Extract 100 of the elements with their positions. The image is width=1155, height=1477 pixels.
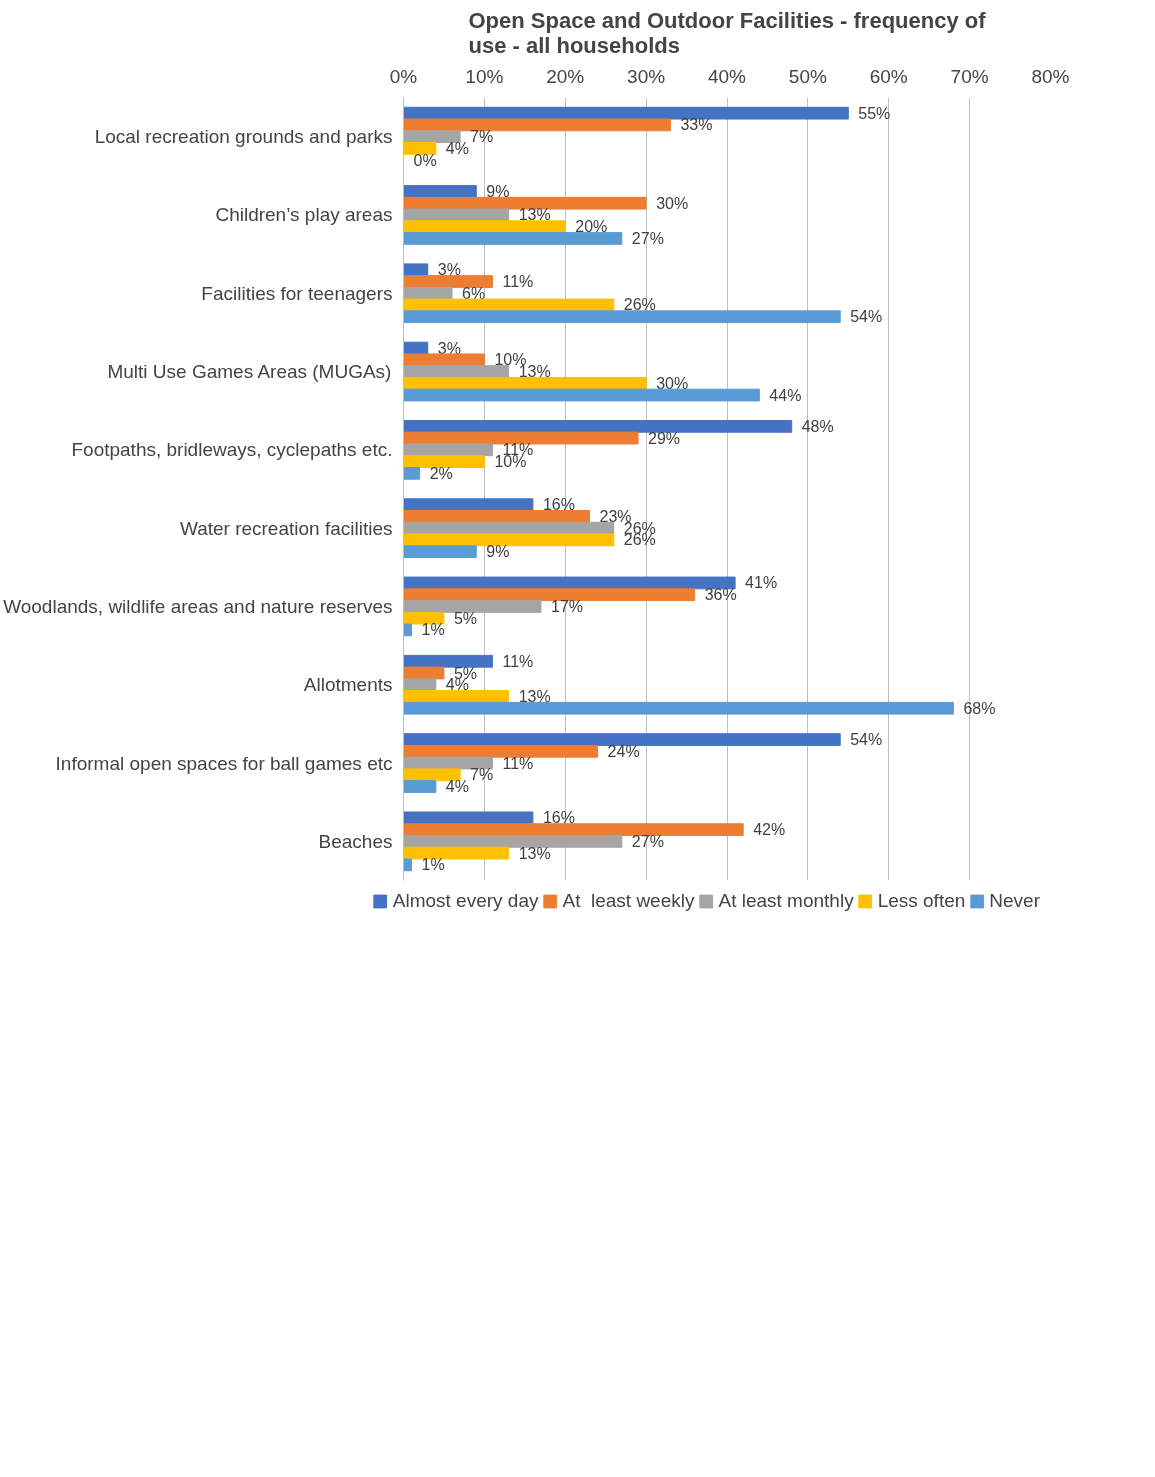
bar [403, 310, 841, 324]
bar [403, 455, 485, 468]
data-label: 0% [413, 151, 437, 169]
bar [403, 823, 744, 836]
bar [403, 185, 477, 198]
bar [403, 780, 437, 793]
legend-label: Never [989, 890, 1040, 912]
legend-label: Less often [877, 890, 966, 912]
y-tick-label: Informal open spaces for ball games etc [55, 752, 393, 774]
y-tick-label: Local recreation grounds and parks [94, 126, 393, 148]
data-label: 36% [704, 586, 737, 604]
bar [403, 365, 510, 378]
data-label: 1% [421, 621, 445, 639]
bar [403, 232, 623, 245]
data-label: 54% [850, 308, 883, 326]
data-label: 13% [518, 844, 551, 862]
y-tick-label: Water recreation facilities [179, 517, 393, 539]
bar [403, 353, 485, 367]
bar [403, 846, 510, 860]
data-label: 5% [453, 609, 478, 627]
bar [403, 576, 736, 590]
data-label: 68% [963, 699, 996, 717]
data-label: 27% [631, 832, 664, 850]
bar [403, 611, 445, 625]
y-tick-label: Woodlands, wildlife areas and nature reserves [3, 595, 393, 617]
data-label: 11% [502, 273, 534, 291]
bar [403, 811, 534, 825]
x-tick-label: 40% [707, 65, 747, 87]
data-label: 29% [648, 429, 681, 447]
bar [403, 701, 954, 715]
data-label: 41% [745, 574, 778, 592]
data-label: 11% [502, 652, 534, 670]
bar [403, 130, 461, 144]
data-label: 27% [631, 229, 664, 247]
bar [403, 768, 461, 782]
bar [403, 733, 841, 746]
bar [403, 443, 493, 457]
bar [403, 196, 647, 210]
bar [403, 275, 493, 288]
bar [403, 678, 437, 692]
bar [403, 690, 510, 703]
y-tick-label: Footpaths, bridleways, cyclepaths etc. [71, 439, 393, 461]
data-label: 9% [486, 182, 510, 200]
bar [403, 298, 615, 312]
chart-title: Open Space and Outdoor Facilities - frequency of use - all households [468, 7, 987, 58]
legend-label: At least weekly [562, 890, 695, 912]
bar [403, 510, 591, 523]
data-label: 48% [801, 417, 834, 435]
data-label: 7% [470, 766, 494, 784]
bar [403, 600, 542, 613]
bar [403, 654, 493, 668]
y-tick-label: Multi Use Games Areas (MUGAs) [107, 361, 392, 383]
bar [403, 666, 445, 680]
data-label: 6% [462, 284, 486, 302]
data-label: 1% [421, 856, 445, 874]
bar [403, 263, 429, 277]
bar [403, 419, 793, 433]
data-label: 2% [429, 464, 453, 482]
x-tick-label: 20% [546, 65, 585, 87]
x-tick-label: 0% [389, 65, 418, 87]
data-label: 17% [550, 597, 584, 615]
data-label: 7% [470, 128, 494, 146]
x-tick-label: 10% [465, 65, 504, 87]
data-label: 11% [502, 754, 534, 772]
bar [403, 118, 671, 132]
bar [403, 623, 413, 637]
bar [403, 744, 599, 758]
data-label: 33% [680, 116, 713, 134]
data-label: 30% [656, 194, 689, 212]
x-tick-label: 80% [1031, 65, 1070, 87]
bar [403, 545, 477, 559]
data-label: 54% [850, 731, 883, 749]
y-tick-label: Beaches [318, 830, 393, 852]
bar [403, 208, 510, 222]
data-label: 42% [753, 821, 786, 839]
data-label: 55% [858, 104, 891, 122]
y-tick-label: Facilities for teenagers [201, 282, 393, 304]
bar [403, 498, 534, 512]
data-label: 13% [518, 687, 551, 705]
bar [403, 588, 696, 602]
data-label: 24% [607, 742, 640, 760]
bar [403, 533, 615, 547]
data-label: 20% [575, 218, 608, 236]
data-label: 3% [437, 339, 461, 357]
bar [403, 431, 639, 445]
data-label: 16% [542, 809, 575, 827]
data-label: 3% [437, 261, 461, 279]
legend-label: Almost every day [392, 890, 539, 912]
data-label: 16% [542, 496, 575, 514]
y-tick-label: Allotments [303, 674, 393, 696]
bar [403, 376, 647, 390]
data-label: 4% [445, 778, 469, 796]
bar [403, 106, 849, 120]
data-label: 13% [518, 206, 551, 224]
legend-label: At least monthly [718, 890, 854, 912]
bar [403, 466, 421, 480]
bar [403, 220, 566, 234]
data-label: 44% [769, 386, 802, 404]
data-label: 30% [656, 374, 689, 392]
x-tick-label: 50% [788, 65, 827, 87]
